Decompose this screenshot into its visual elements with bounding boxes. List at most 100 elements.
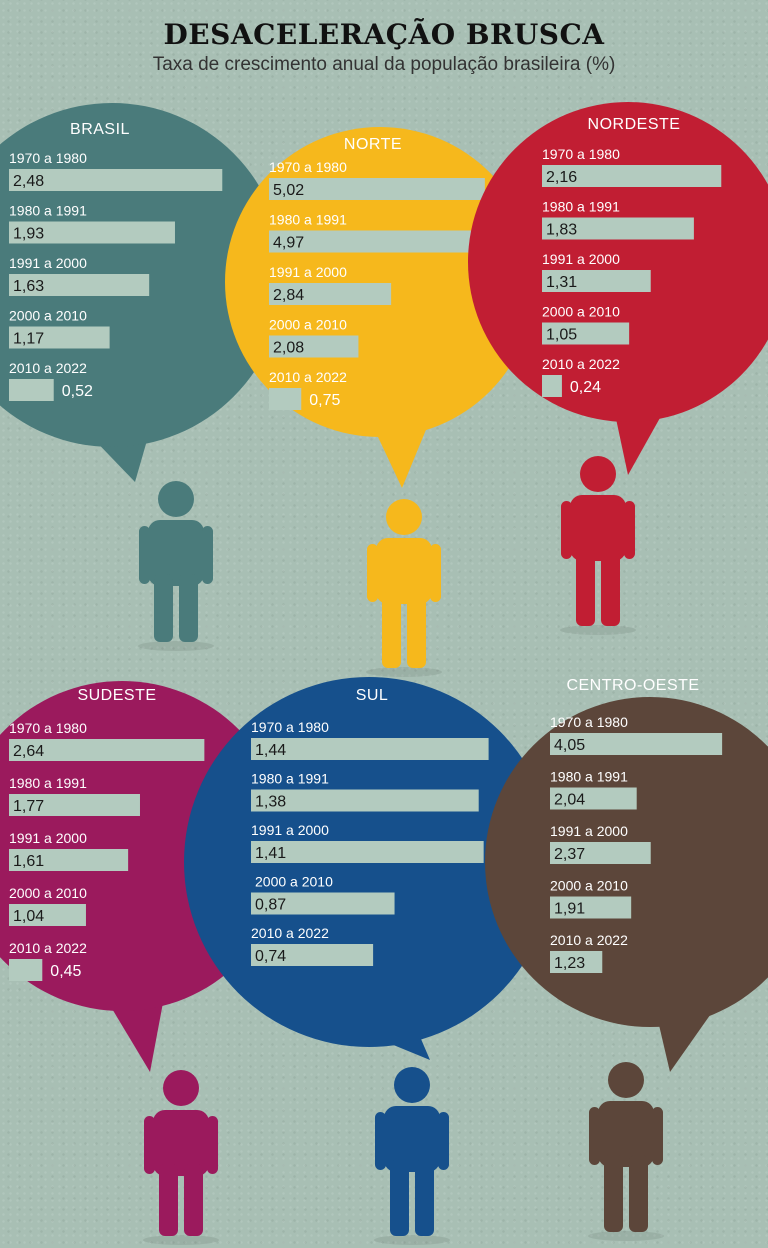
period-label: 1970 a 1980 [251, 719, 329, 735]
bar [9, 274, 150, 296]
period-label: 1991 a 2000 [251, 822, 329, 838]
bar [269, 178, 485, 200]
period-label: 1991 a 2000 [9, 255, 87, 271]
period-label: 2000 a 2010 [542, 304, 620, 320]
header: DESACELERAÇÃO BRUSCA Taxa de crescimento… [0, 0, 768, 90]
bar [542, 375, 562, 397]
value-label: 1,61 [13, 853, 44, 870]
period-label: 1991 a 2000 [542, 251, 620, 267]
panel-sul: SUL 1970 a 1980 1,44 1980 a 1991 1,38 1991 a … [184, 677, 554, 1245]
panel-norte: NORTE 1970 a 1980 5,02 1980 a 1991 4,97 1991 … [225, 127, 535, 677]
value-label: 1,38 [255, 794, 286, 811]
value-label: 1,23 [554, 955, 585, 972]
value-label: 2,64 [13, 743, 44, 760]
period-label: 2000 a 2010 [255, 874, 333, 890]
bar [9, 326, 110, 349]
person-icon [143, 1070, 219, 1245]
value-label: 1,05 [546, 327, 577, 344]
value-label: 2,48 [13, 173, 44, 190]
value-label: 0,24 [570, 379, 601, 396]
person-icon [560, 456, 636, 635]
bar [550, 842, 651, 864]
region-title: SUL [356, 687, 389, 704]
period-label: 2010 a 2022 [542, 356, 620, 372]
chart-title: DESACELERAÇÃO BRUSCA [163, 18, 605, 51]
region-title: NORDESTE [588, 116, 681, 133]
person-icon [588, 1062, 664, 1241]
value-label: 4,05 [554, 737, 585, 754]
period-label: 1980 a 1991 [9, 775, 87, 791]
region-title: CENTRO-OESTE [566, 677, 699, 694]
bar [542, 217, 694, 240]
bar [251, 789, 479, 812]
bar [9, 169, 223, 191]
value-label: 1,41 [255, 845, 286, 862]
value-label: 5,02 [273, 182, 304, 199]
value-label: 2,08 [273, 340, 304, 357]
value-label: 4,97 [273, 235, 304, 252]
period-label: 2010 a 2022 [269, 369, 347, 385]
period-label: 1970 a 1980 [9, 150, 87, 166]
bar [9, 794, 140, 816]
value-label: 0,87 [255, 897, 286, 914]
value-label: 1,04 [13, 908, 44, 925]
period-label: 1980 a 1991 [550, 769, 628, 785]
period-label: 2000 a 2010 [9, 308, 87, 324]
bar [269, 335, 359, 358]
bar [542, 322, 630, 345]
period-label: 1991 a 2000 [550, 823, 628, 839]
person-icon [366, 499, 442, 677]
value-label: 1,83 [546, 222, 577, 239]
bar [251, 892, 395, 915]
period-label: 2000 a 2010 [9, 885, 87, 901]
region-title: BRASIL [70, 121, 130, 138]
bar [550, 733, 723, 755]
period-label: 1980 a 1991 [269, 212, 347, 228]
period-label: 1991 a 2000 [9, 830, 87, 846]
period-label: 2010 a 2022 [251, 925, 329, 941]
bar [9, 959, 43, 981]
period-label: 2000 a 2010 [550, 878, 628, 894]
value-label: 2,37 [554, 846, 585, 863]
period-label: 2010 a 2022 [550, 932, 628, 948]
speech-bubble [225, 127, 535, 437]
value-label: 1,44 [255, 742, 286, 759]
region-title: SUDESTE [77, 687, 156, 704]
bar [9, 849, 129, 871]
value-label: 1,91 [554, 901, 585, 918]
value-label: 2,04 [554, 792, 585, 809]
bar [269, 230, 483, 253]
panel-centro-oeste: CENTRO-OESTE 1970 a 1980 4,05 1980 a 1991 2,… [485, 677, 768, 1241]
panel-nordeste: NORDESTE 1970 a 1980 2,16 1980 a 1991 1,83 19… [468, 102, 768, 635]
value-label: 1,77 [13, 798, 44, 815]
value-label: 0,45 [50, 963, 81, 980]
bar [9, 221, 175, 244]
value-label: 2,84 [273, 287, 304, 304]
bar [251, 944, 374, 966]
bar [9, 904, 86, 926]
bar [542, 270, 651, 292]
period-label: 1991 a 2000 [269, 264, 347, 280]
period-label: 2000 a 2010 [269, 317, 347, 333]
panel-brasil: BRASIL 1970 a 1980 2,48 1980 a 1991 1,93 1991… [0, 103, 284, 651]
period-label: 1980 a 1991 [251, 771, 329, 787]
bar [550, 951, 603, 973]
value-label: 2,16 [546, 169, 577, 186]
period-label: 1970 a 1980 [9, 720, 87, 736]
bubble-tail [370, 420, 430, 488]
value-label: 0,52 [62, 383, 93, 400]
bar [542, 165, 722, 187]
period-label: 2010 a 2022 [9, 940, 87, 956]
bar [9, 739, 205, 761]
bar [251, 738, 489, 760]
value-label: 0,74 [255, 948, 286, 965]
period-label: 1970 a 1980 [550, 714, 628, 730]
region-title: NORTE [344, 136, 402, 153]
value-label: 0,75 [309, 392, 340, 409]
period-label: 1970 a 1980 [269, 159, 347, 175]
person-icon [374, 1067, 450, 1245]
bar [550, 787, 637, 810]
period-label: 1970 a 1980 [542, 146, 620, 162]
bubble-tail [102, 992, 165, 1072]
